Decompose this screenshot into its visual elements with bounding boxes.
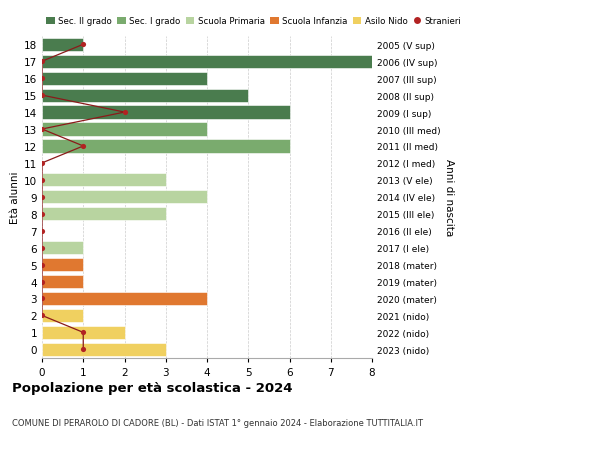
Bar [42,241,83,255]
Bar [42,343,166,356]
Point [37,194,47,201]
Point [37,261,47,269]
Point [37,58,47,66]
Point [120,109,130,117]
Bar [42,174,166,187]
Point [37,278,47,285]
Text: Popolazione per età scolastica - 2024: Popolazione per età scolastica - 2024 [12,381,293,394]
Y-axis label: Età alunni: Età alunni [10,171,20,224]
Bar [42,56,372,69]
Bar [42,123,207,136]
Point [79,143,88,150]
Bar [42,326,125,339]
Text: COMUNE DI PERAROLO DI CADORE (BL) - Dati ISTAT 1° gennaio 2024 - Elaborazione TU: COMUNE DI PERAROLO DI CADORE (BL) - Dati… [12,418,423,427]
Point [37,160,47,167]
Bar [42,275,83,289]
Bar [42,106,290,119]
Point [37,92,47,100]
Point [79,329,88,336]
Bar [42,207,166,221]
Bar [42,258,83,272]
Point [37,295,47,302]
Point [37,211,47,218]
Point [37,312,47,319]
Point [37,75,47,83]
Bar [42,90,248,102]
Bar [42,292,207,305]
Bar [42,73,207,85]
Point [79,346,88,353]
Bar [42,309,83,322]
Point [37,228,47,235]
Point [37,245,47,252]
Bar [42,191,207,204]
Bar [42,39,83,52]
Point [37,126,47,134]
Point [79,41,88,49]
Point [37,177,47,184]
Bar [42,140,290,153]
Legend: Sec. II grado, Sec. I grado, Scuola Primaria, Scuola Infanzia, Asilo Nido, Stran: Sec. II grado, Sec. I grado, Scuola Prim… [46,17,461,26]
Y-axis label: Anni di nascita: Anni di nascita [445,159,454,236]
